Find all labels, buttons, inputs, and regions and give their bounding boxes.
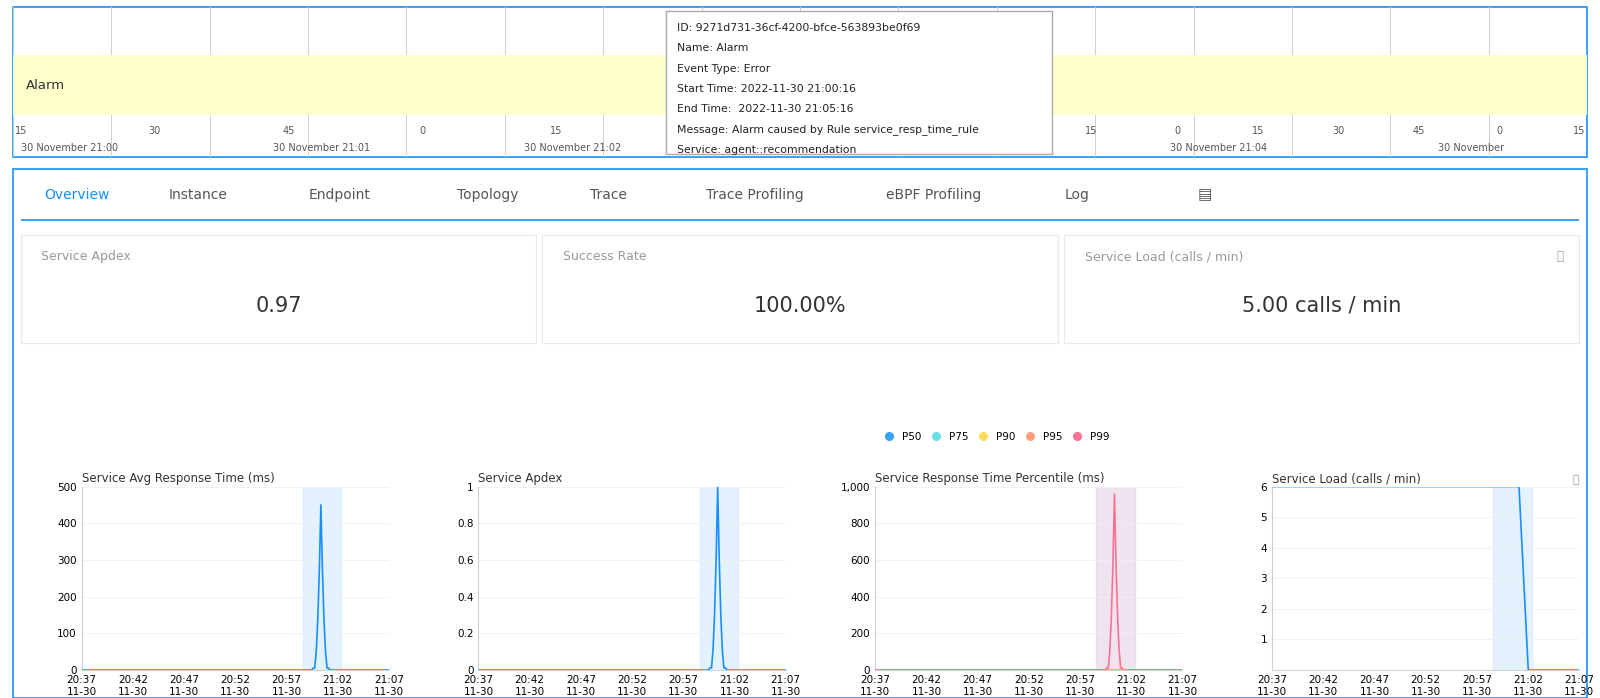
Text: ID: 9271d731-36cf-4200-bfce-563893be0f69: ID: 9271d731-36cf-4200-bfce-563893be0f69: [677, 23, 920, 33]
Text: 30: 30: [149, 126, 160, 136]
Text: 45: 45: [1413, 126, 1426, 136]
Bar: [699, 487, 738, 670]
Text: eBPF Profiling: eBPF Profiling: [886, 188, 981, 202]
Text: 30 November 21:01: 30 November 21:01: [272, 143, 370, 153]
Text: Start Time: 2022-11-30 21:00:16: Start Time: 2022-11-30 21:00:16: [677, 84, 856, 94]
Text: 100.00%: 100.00%: [754, 295, 846, 315]
Text: 30: 30: [1333, 126, 1344, 136]
Text: Trace: Trace: [590, 188, 627, 202]
Text: 0: 0: [1496, 126, 1502, 136]
Text: Service Response Time Percentile (ms): Service Response Time Percentile (ms): [875, 473, 1104, 485]
Text: 30 November 21:02: 30 November 21:02: [525, 143, 622, 153]
Text: Log: Log: [1066, 188, 1090, 202]
FancyBboxPatch shape: [13, 55, 1587, 115]
Text: Service Load (calls / min): Service Load (calls / min): [1272, 473, 1421, 485]
Text: Topology: Topology: [458, 188, 518, 202]
Text: 0.97: 0.97: [254, 295, 302, 315]
Text: 0: 0: [1174, 126, 1181, 136]
Text: Trace Profiling: Trace Profiling: [707, 188, 805, 202]
Text: Instance: Instance: [170, 188, 227, 202]
Text: Service Load (calls / min): Service Load (calls / min): [1085, 251, 1243, 263]
Text: Service Apdex: Service Apdex: [478, 473, 563, 485]
Text: 30 November 21:04: 30 November 21:04: [1170, 143, 1267, 153]
Text: Endpoint: Endpoint: [309, 188, 371, 202]
Bar: [1096, 487, 1134, 670]
Text: 0: 0: [419, 126, 426, 136]
Text: ⓘ: ⓘ: [1573, 475, 1579, 484]
FancyBboxPatch shape: [21, 235, 536, 343]
FancyBboxPatch shape: [1064, 235, 1579, 343]
Text: 30 November: 30 November: [1438, 143, 1504, 153]
Bar: [1493, 487, 1531, 670]
Text: End Time:  2022-11-30 21:05:16: End Time: 2022-11-30 21:05:16: [677, 104, 854, 114]
Text: Event Type: Error: Event Type: Error: [677, 64, 771, 73]
Text: ▤: ▤: [1197, 188, 1211, 202]
Text: 15: 15: [1573, 126, 1586, 136]
Text: 15: 15: [1251, 126, 1264, 136]
Text: 30 November 21:00: 30 November 21:00: [21, 143, 118, 153]
Text: Service Apdex: Service Apdex: [42, 251, 131, 263]
Text: Service: agent::recommendation: Service: agent::recommendation: [677, 145, 856, 155]
Text: Overview: Overview: [45, 188, 109, 202]
Text: 15: 15: [1085, 126, 1098, 136]
Text: Success Rate: Success Rate: [563, 251, 646, 263]
FancyBboxPatch shape: [542, 235, 1058, 343]
Text: 45: 45: [282, 126, 294, 136]
FancyBboxPatch shape: [666, 11, 1051, 154]
Bar: [302, 487, 341, 670]
Text: 0: 0: [954, 126, 960, 136]
Text: 5.00 calls / min: 5.00 calls / min: [1242, 295, 1402, 315]
Text: Alarm: Alarm: [26, 78, 64, 91]
Text: Service Avg Response Time (ms): Service Avg Response Time (ms): [82, 473, 274, 485]
Text: 45: 45: [818, 126, 830, 136]
Text: 15: 15: [550, 126, 562, 136]
Text: 15: 15: [14, 126, 27, 136]
FancyBboxPatch shape: [13, 7, 1587, 157]
Text: Name: Alarm: Name: Alarm: [677, 43, 749, 53]
Text: ⓘ: ⓘ: [1557, 251, 1563, 263]
Legend: P50, P75, P90, P95, P99: P50, P75, P90, P95, P99: [874, 427, 1114, 446]
Text: 30: 30: [683, 126, 696, 136]
Text: Message: Alarm caused by Rule service_resp_time_rule: Message: Alarm caused by Rule service_re…: [677, 124, 979, 135]
